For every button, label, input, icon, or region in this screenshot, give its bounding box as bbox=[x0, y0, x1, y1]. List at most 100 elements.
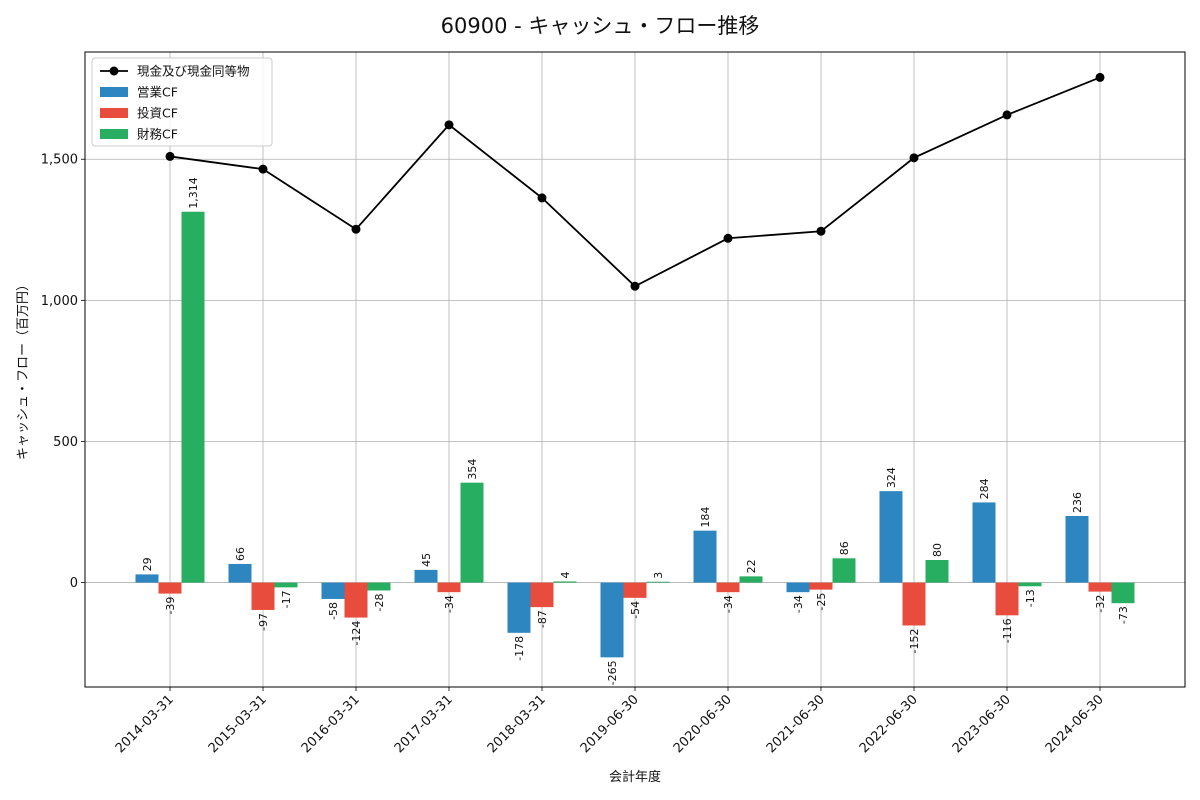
data-label: -39 bbox=[164, 597, 177, 615]
cash-point bbox=[1095, 72, 1105, 82]
data-label: 45 bbox=[420, 553, 433, 567]
x-tick-label: 2014-03-31 bbox=[113, 692, 177, 756]
data-label: 324 bbox=[885, 467, 898, 488]
legend-label: 財務CF bbox=[137, 127, 178, 142]
x-tick-label: 2015-03-31 bbox=[206, 692, 270, 756]
bar-財務CF bbox=[1111, 582, 1135, 604]
y-tick-label: 0 bbox=[70, 576, 78, 591]
cash-point bbox=[444, 120, 454, 130]
data-label: -116 bbox=[1001, 618, 1014, 643]
bar-財務CF bbox=[832, 558, 856, 583]
data-labels: 29 66 -58 45 -178 -265 184 -34 324 284 236 -39 -97 -1… bbox=[141, 177, 1130, 685]
data-label: -28 bbox=[373, 593, 386, 611]
x-tick-label: 2022-06-30 bbox=[857, 692, 921, 756]
x-tick-label: 2021-06-30 bbox=[764, 692, 828, 756]
data-label: 236 bbox=[1071, 492, 1084, 513]
bar-財務CF bbox=[1018, 582, 1042, 587]
data-label: 80 bbox=[931, 543, 944, 557]
cash-point bbox=[723, 233, 733, 243]
data-label: 1,314 bbox=[187, 177, 200, 209]
bar-投資CF bbox=[158, 582, 182, 594]
bar-営業CF bbox=[600, 582, 624, 658]
legend-label: 投資CF bbox=[137, 106, 178, 121]
bar-営業CF bbox=[321, 582, 345, 599]
data-label: 4 bbox=[559, 571, 572, 578]
bar-営業CF bbox=[507, 582, 531, 633]
bar-営業CF bbox=[228, 563, 252, 583]
cash-point bbox=[1002, 110, 1012, 120]
data-label: -54 bbox=[629, 601, 642, 619]
bar-営業CF bbox=[786, 582, 810, 593]
bar-財務CF bbox=[553, 581, 577, 583]
bar-財務CF bbox=[460, 482, 484, 583]
data-label: -87 bbox=[536, 610, 549, 628]
data-label: 29 bbox=[141, 557, 154, 571]
bar-投資CF bbox=[716, 582, 740, 593]
bar-投資CF bbox=[995, 582, 1019, 616]
data-label: -152 bbox=[908, 628, 921, 653]
data-label: 354 bbox=[466, 459, 479, 480]
cash-point bbox=[258, 164, 268, 174]
bar-財務CF bbox=[739, 576, 763, 583]
bar-財務CF bbox=[925, 560, 949, 583]
bar-営業CF bbox=[879, 491, 903, 583]
bar-投資CF bbox=[251, 582, 275, 610]
data-label: -17 bbox=[280, 590, 293, 608]
data-label: -73 bbox=[1117, 606, 1130, 624]
legend-box bbox=[91, 57, 273, 147]
cash-point bbox=[816, 226, 826, 236]
bar-投資CF bbox=[344, 582, 368, 618]
data-label: 284 bbox=[978, 478, 991, 499]
data-label: 66 bbox=[234, 547, 247, 561]
y-tick-label: 1,500 bbox=[41, 153, 78, 168]
bar-投資CF bbox=[437, 582, 461, 593]
bar-営業CF bbox=[972, 502, 996, 583]
data-label: -34 bbox=[443, 595, 456, 613]
cash-point bbox=[909, 153, 919, 163]
legend-label: 営業CF bbox=[137, 85, 178, 100]
y-axis-label: キャッシュ・フロー（百万円） bbox=[16, 278, 31, 460]
data-label: -178 bbox=[513, 636, 526, 661]
x-tick-label: 2023-06-30 bbox=[950, 692, 1014, 756]
legend-swatch bbox=[100, 129, 128, 139]
data-label: -34 bbox=[792, 595, 805, 613]
x-tick-label: 2024-06-30 bbox=[1043, 692, 1107, 756]
data-label: 184 bbox=[699, 507, 712, 528]
bar-財務CF bbox=[646, 581, 670, 583]
x-axis-label: 会計年度 bbox=[609, 769, 661, 785]
data-label: -25 bbox=[815, 593, 828, 611]
x-tick-label: 2018-03-31 bbox=[485, 692, 549, 756]
cash-point bbox=[351, 224, 361, 234]
y-tick-label: 500 bbox=[53, 435, 78, 450]
data-label: -32 bbox=[1094, 595, 1107, 613]
bar-営業CF bbox=[135, 574, 159, 583]
cash-point bbox=[630, 281, 640, 291]
data-label: 86 bbox=[838, 541, 851, 555]
cash-point bbox=[165, 151, 175, 161]
cash-point bbox=[537, 193, 547, 203]
data-label: 3 bbox=[652, 572, 665, 579]
cash-line bbox=[165, 72, 1105, 291]
data-label: -97 bbox=[257, 613, 270, 631]
bar-投資CF bbox=[530, 582, 554, 608]
bar-営業CF bbox=[693, 530, 717, 583]
data-label: -58 bbox=[327, 602, 340, 620]
bar-財務CF bbox=[367, 582, 391, 591]
bar-投資CF bbox=[809, 582, 833, 590]
x-tick-label: 2017-03-31 bbox=[392, 692, 456, 756]
bar-投資CF bbox=[1088, 582, 1112, 592]
y-tick-label: 1,000 bbox=[41, 294, 78, 309]
data-label: -34 bbox=[722, 595, 735, 613]
data-label: -265 bbox=[606, 660, 619, 685]
bar-財務CF bbox=[274, 582, 298, 588]
bar-投資CF bbox=[623, 582, 647, 598]
legend-swatch bbox=[100, 108, 128, 118]
x-tick-label: 2019-06-30 bbox=[578, 692, 642, 756]
legend-line-dot bbox=[109, 66, 119, 76]
chart-title: 60900 - キャッシュ・フロー推移 bbox=[441, 14, 760, 38]
data-label: 22 bbox=[745, 559, 758, 573]
bar-営業CF bbox=[1065, 515, 1089, 583]
